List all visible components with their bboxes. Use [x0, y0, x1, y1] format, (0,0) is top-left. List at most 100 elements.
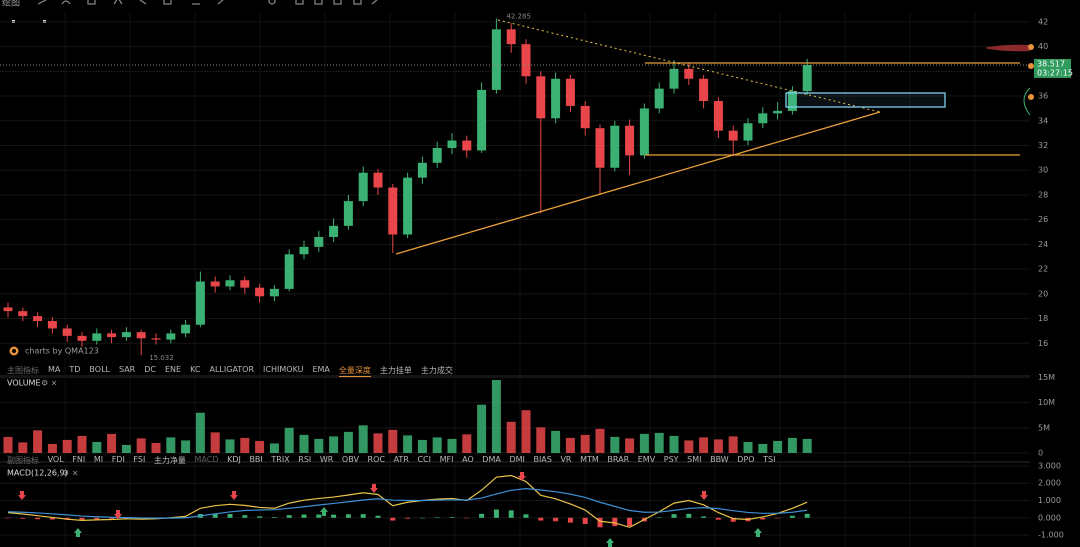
y-tick-label: 34 — [1038, 116, 1048, 125]
indicator-tab[interactable]: BBW — [710, 455, 729, 464]
indicator-tab[interactable]: OBV — [341, 455, 359, 464]
indicator-tab[interactable]: VOL — [47, 455, 64, 464]
tool-icon[interactable] — [163, 0, 172, 5]
indicator-tab[interactable]: DPO — [737, 455, 755, 464]
macd-histogram — [449, 517, 455, 518]
indicator-tab[interactable]: 主图指标 — [7, 366, 39, 375]
indicator-tab[interactable]: MTM — [580, 455, 599, 464]
macd-histogram — [94, 517, 100, 520]
indicator-tab[interactable]: FNI — [72, 455, 86, 464]
marker — [1028, 94, 1034, 100]
settings-icon[interactable]: ⚙ × — [62, 469, 78, 478]
y-tick-label: 20 — [1038, 289, 1048, 298]
macd-histogram — [434, 517, 440, 518]
indicator-tab[interactable]: 副图指标 — [7, 456, 39, 465]
macd-histogram — [242, 515, 248, 518]
macd-histogram — [212, 513, 218, 518]
volume-bar — [269, 443, 279, 453]
indicator-tab[interactable]: EMV — [637, 455, 656, 464]
candle-body — [787, 91, 797, 111]
tool-icon[interactable] — [295, 0, 304, 5]
indicator-tab[interactable]: TD — [69, 365, 81, 374]
macd-histogram — [508, 510, 514, 518]
indicator-tab[interactable]: CCI — [417, 455, 431, 464]
macd-histogram — [479, 513, 485, 518]
indicator-tab[interactable]: PSY — [663, 455, 679, 464]
trendline[interactable] — [497, 19, 881, 113]
depth-shape — [985, 44, 1030, 52]
macd-histogram — [345, 514, 351, 518]
tool-icon[interactable] — [61, 0, 71, 5]
volume-bar — [3, 436, 13, 453]
indicator-tab[interactable]: 全量深度 — [338, 366, 371, 377]
indicator-tab[interactable]: BOLL — [89, 365, 110, 374]
tool-icon[interactable] — [217, 0, 224, 5]
indicator-tab[interactable]: DMI — [509, 455, 525, 464]
y-tick-label: 18 — [1038, 314, 1048, 323]
indicator-tab[interactable]: RSI — [298, 455, 312, 464]
countdown: 03:27:15 — [1037, 68, 1073, 77]
indicator-tab[interactable]: ALLIGATOR — [209, 365, 255, 374]
indicator-tab[interactable]: MI — [93, 455, 104, 464]
indicator-tab[interactable]: ENE — [165, 365, 182, 374]
tool-icon[interactable] — [371, 0, 378, 5]
indicator-tab[interactable]: ROC — [367, 455, 385, 464]
indicator-tab[interactable]: TRIX — [271, 455, 290, 464]
indicator-tab[interactable]: FDI — [111, 455, 125, 464]
indicator-tab[interactable]: ICHIMOKU — [263, 365, 304, 374]
tool-icon[interactable] — [139, 0, 147, 5]
tool-icon[interactable] — [87, 0, 96, 5]
indicator-tab[interactable]: MACD — [194, 455, 219, 464]
indicator-tab[interactable]: WR — [319, 455, 334, 464]
indicator-tab[interactable]: TSI — [763, 455, 776, 464]
macd-histogram — [419, 517, 425, 519]
toolbar: 绘图 — [2, 0, 378, 23]
tool-icon[interactable] — [113, 0, 123, 5]
tool-icon[interactable] — [314, 0, 323, 5]
indicator-tab[interactable]: EMA — [312, 365, 330, 374]
rectangle[interactable] — [785, 92, 946, 108]
indicator-tab[interactable]: BBI — [249, 455, 263, 464]
indicator-tab[interactable]: 主力成交 — [420, 366, 453, 375]
volume-bar — [758, 443, 768, 453]
candle-body — [92, 333, 102, 341]
tool-icon[interactable] — [333, 0, 342, 5]
indicator-tab[interactable]: 主力净量 — [153, 456, 186, 465]
volume-bar — [403, 435, 413, 453]
indicator-tab[interactable]: AO — [462, 455, 474, 464]
candle-body — [403, 177, 413, 235]
indicator-tab[interactable]: KDJ — [227, 455, 241, 464]
volume-bar — [47, 443, 57, 453]
low-label: 15.032 — [149, 354, 174, 362]
volume-bar — [373, 433, 383, 453]
indicator-tab[interactable]: ATR — [393, 455, 409, 464]
tool-icon[interactable] — [268, 0, 276, 5]
candle-body — [610, 125, 620, 168]
settings-icon[interactable]: ⚙ × — [41, 379, 57, 388]
macd-histogram — [493, 509, 499, 518]
volume-bar — [166, 437, 176, 453]
indicator-tab[interactable]: DMA — [482, 455, 501, 464]
indicator-tab[interactable]: KC — [190, 365, 201, 374]
indicator-tab[interactable]: FSI — [133, 455, 146, 464]
indicator-tab[interactable]: VR — [560, 455, 572, 464]
indicator-tab[interactable]: 主力挂单 — [379, 366, 412, 375]
indicator-tab[interactable]: MFI — [439, 455, 454, 464]
depth-shape — [1023, 87, 1031, 116]
trendline[interactable] — [395, 111, 881, 255]
tool-icon[interactable] — [37, 0, 47, 5]
indicator-tab[interactable]: BRAR — [607, 455, 630, 464]
indicator-tab[interactable]: SAR — [118, 365, 136, 374]
volume-bar — [195, 412, 205, 453]
candle-body — [580, 105, 590, 129]
candle-body — [699, 78, 709, 101]
tool-icon[interactable] — [353, 0, 362, 5]
macd-histogram — [715, 517, 721, 520]
indicator-tab[interactable]: MA — [48, 365, 61, 374]
indicator-tab[interactable]: SMI — [687, 455, 702, 464]
macd-histogram — [656, 517, 662, 519]
indicator-tab[interactable]: DC — [144, 365, 156, 374]
macd-histogram — [360, 514, 366, 518]
y-tick-label: -1.000 — [1038, 531, 1064, 540]
indicator-tab[interactable]: BIAS — [533, 455, 552, 464]
